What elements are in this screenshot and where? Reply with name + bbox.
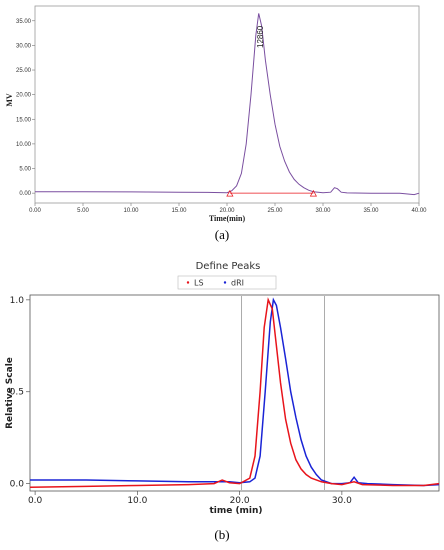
chart-b-x-tick-label: 0.0	[28, 496, 43, 506]
chart-a-y-tick-label: 20.00	[16, 93, 32, 99]
chart-b-frame	[29, 294, 440, 492]
chart-b-caption: (b)	[214, 527, 229, 542]
chart-b-y-tick-label: 0.0	[10, 480, 25, 490]
chart-b-title: Define Peaks	[196, 261, 261, 272]
chart-b-y-tick-label: 1.0	[10, 296, 25, 306]
chart-b-series-line-ls	[29, 297, 440, 489]
chart-a-y-tick-label: 5.00	[19, 167, 31, 173]
chart-b-xlabel: time (min)	[209, 506, 262, 516]
chart-a-y-tick-label: 25.00	[16, 68, 32, 74]
chart-a-x-tick-label: 10.00	[123, 208, 139, 214]
chart-b-x-tick-label: 30.0	[332, 496, 352, 506]
chart-a-ylabel: MV	[5, 93, 14, 107]
chart-a-y-tick-label: 0.00	[19, 191, 31, 197]
legend-label-dri: dRI	[231, 279, 244, 288]
chart-a-series-line	[35, 13, 420, 196]
legend-marker-dri	[223, 281, 227, 284]
baseline-end-marker	[309, 189, 317, 197]
legend-marker-ls	[186, 281, 190, 284]
chart-a-frame	[34, 5, 420, 204]
chart-a-x-tick-label: 35.00	[363, 208, 379, 214]
chart-a-caption: (a)	[215, 227, 229, 242]
chart-b-series-line-dri	[30, 297, 440, 487]
chart-a-x-tick-label: 40.00	[411, 208, 427, 214]
chart-b-x-tick-label: 20.0	[230, 496, 250, 506]
legend-box	[177, 275, 277, 290]
baseline-start-marker	[226, 189, 234, 197]
chart-a-y-tick-label: 30.00	[16, 43, 32, 49]
legend-label-ls: LS	[194, 279, 204, 288]
chart-a-x-tick-label: 30.00	[315, 208, 331, 214]
chart-a-y-tick-label: 15.00	[16, 117, 32, 123]
chart-b: Define Peaks LS dRI 0.0 10.0 20.0 30.0 0.0 0…	[5, 261, 440, 542]
chart-a-y-tick-label: 35.00	[16, 19, 32, 25]
chart-b-x-tick-label: 10.0	[127, 496, 147, 506]
chart-a-x-tick-label: 15.00	[171, 208, 187, 214]
chart-a-y-tick-label: 10.00	[16, 142, 32, 148]
chart-a: 12860 0.00 5.00 10.00 15.00 20.00 25.00 30.00 3…	[5, 5, 427, 242]
chart-a-x-tick-label: 5.00	[77, 208, 89, 214]
chart-a-x-tick-label: 0.00	[29, 208, 41, 214]
peak-annotation: 12860	[256, 25, 265, 48]
chart-a-x-tick-label: 25.00	[267, 208, 283, 214]
chart-b-y-tick-label: 0.5	[10, 388, 24, 398]
legend: LS dRI	[177, 275, 277, 290]
chart-b-ylabel: Relative Scale	[5, 357, 15, 429]
chart-a-xlabel: Time(min)	[209, 214, 246, 223]
chart-a-x-tick-label: 20.00	[219, 208, 235, 214]
